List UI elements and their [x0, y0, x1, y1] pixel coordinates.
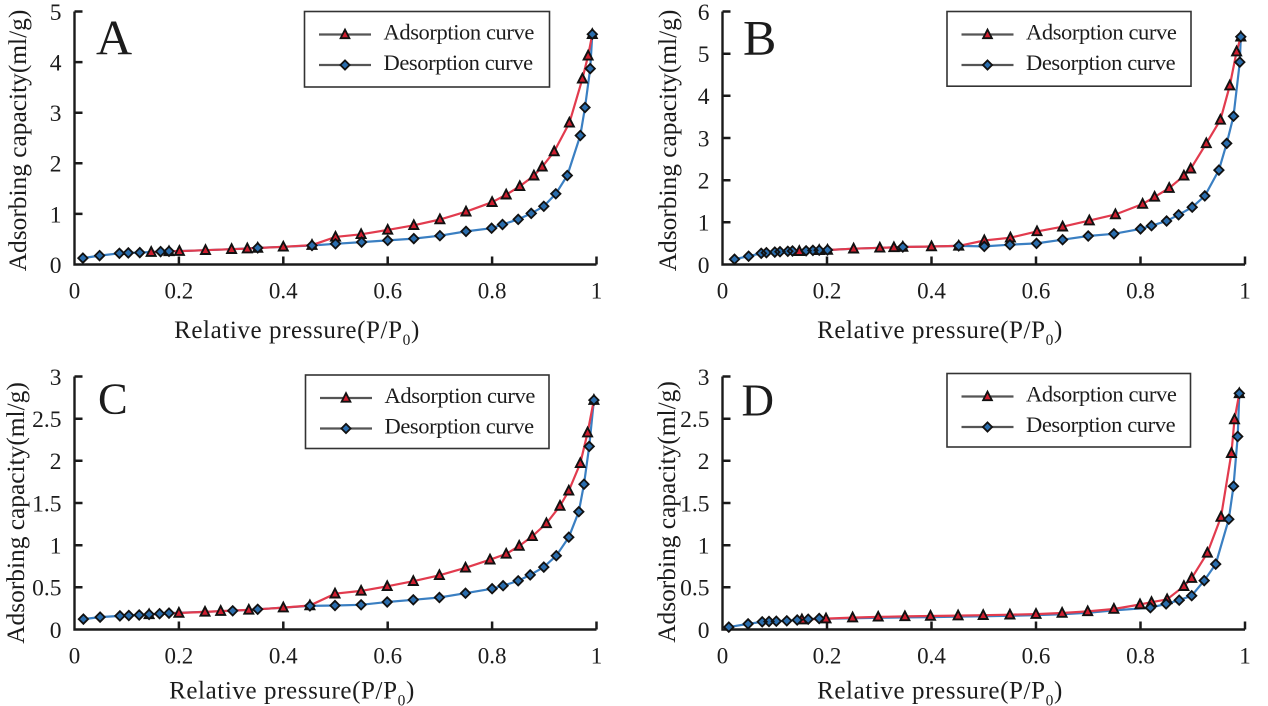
svg-text:2: 2: [698, 169, 710, 195]
svg-text:1: 1: [698, 211, 710, 237]
svg-text:0: 0: [50, 618, 62, 644]
svg-text:0.8: 0.8: [1126, 279, 1155, 304]
svg-text:1: 1: [591, 279, 603, 304]
svg-text:2.5: 2.5: [680, 407, 709, 433]
svg-text:0.6: 0.6: [1022, 279, 1051, 304]
svg-text:0.4: 0.4: [917, 279, 946, 304]
svg-text:3: 3: [50, 365, 62, 391]
svg-text:1.5: 1.5: [680, 491, 709, 517]
svg-text:2: 2: [698, 449, 710, 475]
svg-text:1: 1: [50, 534, 62, 560]
svg-text:0: 0: [50, 253, 62, 279]
svg-text:Relative pressure(P/P0): Relative pressure(P/P0): [817, 317, 1063, 349]
svg-text:Relative pressure(P/P0): Relative pressure(P/P0): [174, 317, 420, 349]
svg-text:C: C: [98, 374, 128, 424]
svg-text:0.2: 0.2: [813, 644, 842, 669]
svg-text:Adsorption curve: Adsorption curve: [384, 20, 535, 45]
svg-text:Relative pressure(P/P0): Relative pressure(P/P0): [817, 678, 1063, 706]
svg-text:0.8: 0.8: [478, 644, 507, 669]
svg-text:1: 1: [1239, 644, 1251, 669]
svg-text:0.6: 0.6: [1022, 644, 1051, 669]
svg-text:0.5: 0.5: [680, 576, 709, 602]
svg-text:3: 3: [698, 365, 710, 391]
svg-text:1: 1: [1239, 279, 1251, 304]
svg-text:5: 5: [698, 42, 710, 68]
svg-text:B: B: [743, 9, 776, 65]
svg-text:0.6: 0.6: [373, 644, 402, 669]
svg-text:0.4: 0.4: [269, 279, 298, 304]
svg-text:0.2: 0.2: [813, 279, 842, 304]
svg-text:0.2: 0.2: [165, 644, 194, 669]
svg-text:Adsorption curve: Adsorption curve: [1026, 382, 1177, 407]
svg-text:Desorption curve: Desorption curve: [1026, 50, 1176, 75]
svg-text:Adsorption curve: Adsorption curve: [385, 383, 536, 408]
svg-text:Desorption curve: Desorption curve: [384, 50, 534, 75]
svg-text:0: 0: [698, 253, 710, 279]
svg-text:Adsorbing capacity(ml/g): Adsorbing capacity(ml/g): [653, 381, 681, 643]
svg-text:A: A: [96, 9, 132, 65]
svg-text:0.4: 0.4: [269, 644, 298, 669]
svg-text:3: 3: [50, 101, 62, 127]
svg-text:0: 0: [69, 644, 81, 669]
svg-text:6: 6: [698, 0, 710, 26]
svg-text:1: 1: [591, 644, 603, 669]
svg-text:0: 0: [69, 279, 81, 304]
svg-text:1: 1: [50, 202, 62, 228]
svg-text:0.5: 0.5: [32, 576, 61, 602]
svg-text:2: 2: [50, 152, 62, 178]
svg-text:0.4: 0.4: [917, 644, 946, 669]
svg-text:D: D: [742, 376, 775, 426]
svg-text:0: 0: [717, 279, 729, 304]
svg-text:3: 3: [698, 126, 710, 152]
svg-text:Adsorbing capacity(ml/g): Adsorbing capacity(ml/g): [4, 10, 32, 272]
svg-text:Desorption curve: Desorption curve: [1026, 412, 1176, 437]
svg-text:4: 4: [50, 51, 62, 77]
svg-text:0: 0: [698, 618, 710, 644]
svg-text:0.8: 0.8: [1126, 644, 1155, 669]
svg-text:1.5: 1.5: [32, 491, 61, 517]
svg-text:Adsorbing capacity(ml/g): Adsorbing capacity(ml/g): [2, 382, 30, 644]
svg-text:Adsorption curve: Adsorption curve: [1026, 20, 1177, 45]
svg-text:0.2: 0.2: [165, 279, 194, 304]
svg-text:Adsorbing capacity(ml/g): Adsorbing capacity(ml/g): [654, 10, 682, 272]
svg-text:4: 4: [698, 84, 710, 110]
svg-text:0.6: 0.6: [373, 279, 402, 304]
svg-text:Desorption curve: Desorption curve: [385, 414, 535, 439]
svg-text:0: 0: [717, 644, 729, 669]
svg-text:5: 5: [50, 0, 62, 26]
svg-text:Relative pressure(P/P0): Relative pressure(P/P0): [169, 678, 415, 706]
svg-text:1: 1: [698, 534, 710, 560]
svg-text:2: 2: [50, 449, 62, 475]
svg-text:2.5: 2.5: [32, 407, 61, 433]
svg-text:0.8: 0.8: [478, 279, 507, 304]
